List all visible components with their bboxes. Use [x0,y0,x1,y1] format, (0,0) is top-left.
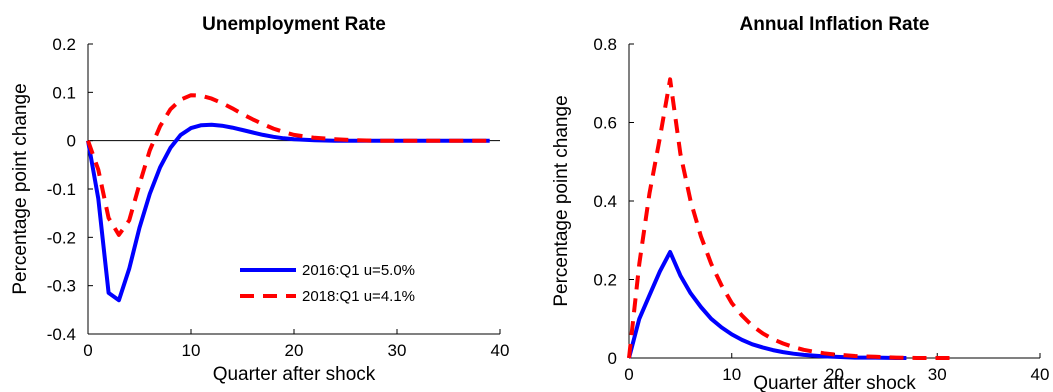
x-tick-label: 0 [624,365,633,384]
y-tick-label: 0.2 [593,271,617,290]
y-tick-label: 0.1 [52,83,76,102]
x-tick-label: 30 [928,365,947,384]
series-line-blue [86,122,490,303]
y-tick-label: 0.8 [593,35,617,54]
y-tick-label: -0.2 [47,228,76,247]
y-axis-label: Percentage point change [10,83,31,294]
x-tick-label: 10 [722,365,741,384]
x-tick-label: 10 [182,341,201,360]
x-tick-label: 20 [285,341,304,360]
series-line-blue [627,250,907,360]
x-tick-label: 40 [491,341,510,360]
chart-title: Unemployment Rate [202,14,386,35]
y-tick-label: 0 [67,132,76,151]
y-tick-label: 0.2 [52,35,76,54]
x-tick-label: 20 [825,365,844,384]
series-line-red [627,77,958,360]
y-tick-label: 0.6 [593,114,617,133]
y-tick-label: -0.4 [47,325,76,344]
y-tick-label: -0.3 [47,277,76,296]
legend-label: 2016:Q1 u=5.0% [302,262,415,279]
x-axis-label: Quarter after shock [213,364,376,385]
y-axis-label: Percentage point change [551,95,572,306]
legend-label: 2018:Q1 u=4.1% [302,288,415,305]
y-tick-label: 0.4 [593,192,617,211]
y-tick-label: 0 [608,349,617,368]
series-line-red [86,93,490,237]
x-tick-label: 30 [388,341,407,360]
x-tick-label: 40 [1031,365,1050,384]
y-tick-label: -0.1 [47,180,76,199]
x-axis-label: Quarter after shock [753,373,916,392]
chart-title: Annual Inflation Rate [740,14,930,35]
x-tick-label: 0 [83,341,92,360]
